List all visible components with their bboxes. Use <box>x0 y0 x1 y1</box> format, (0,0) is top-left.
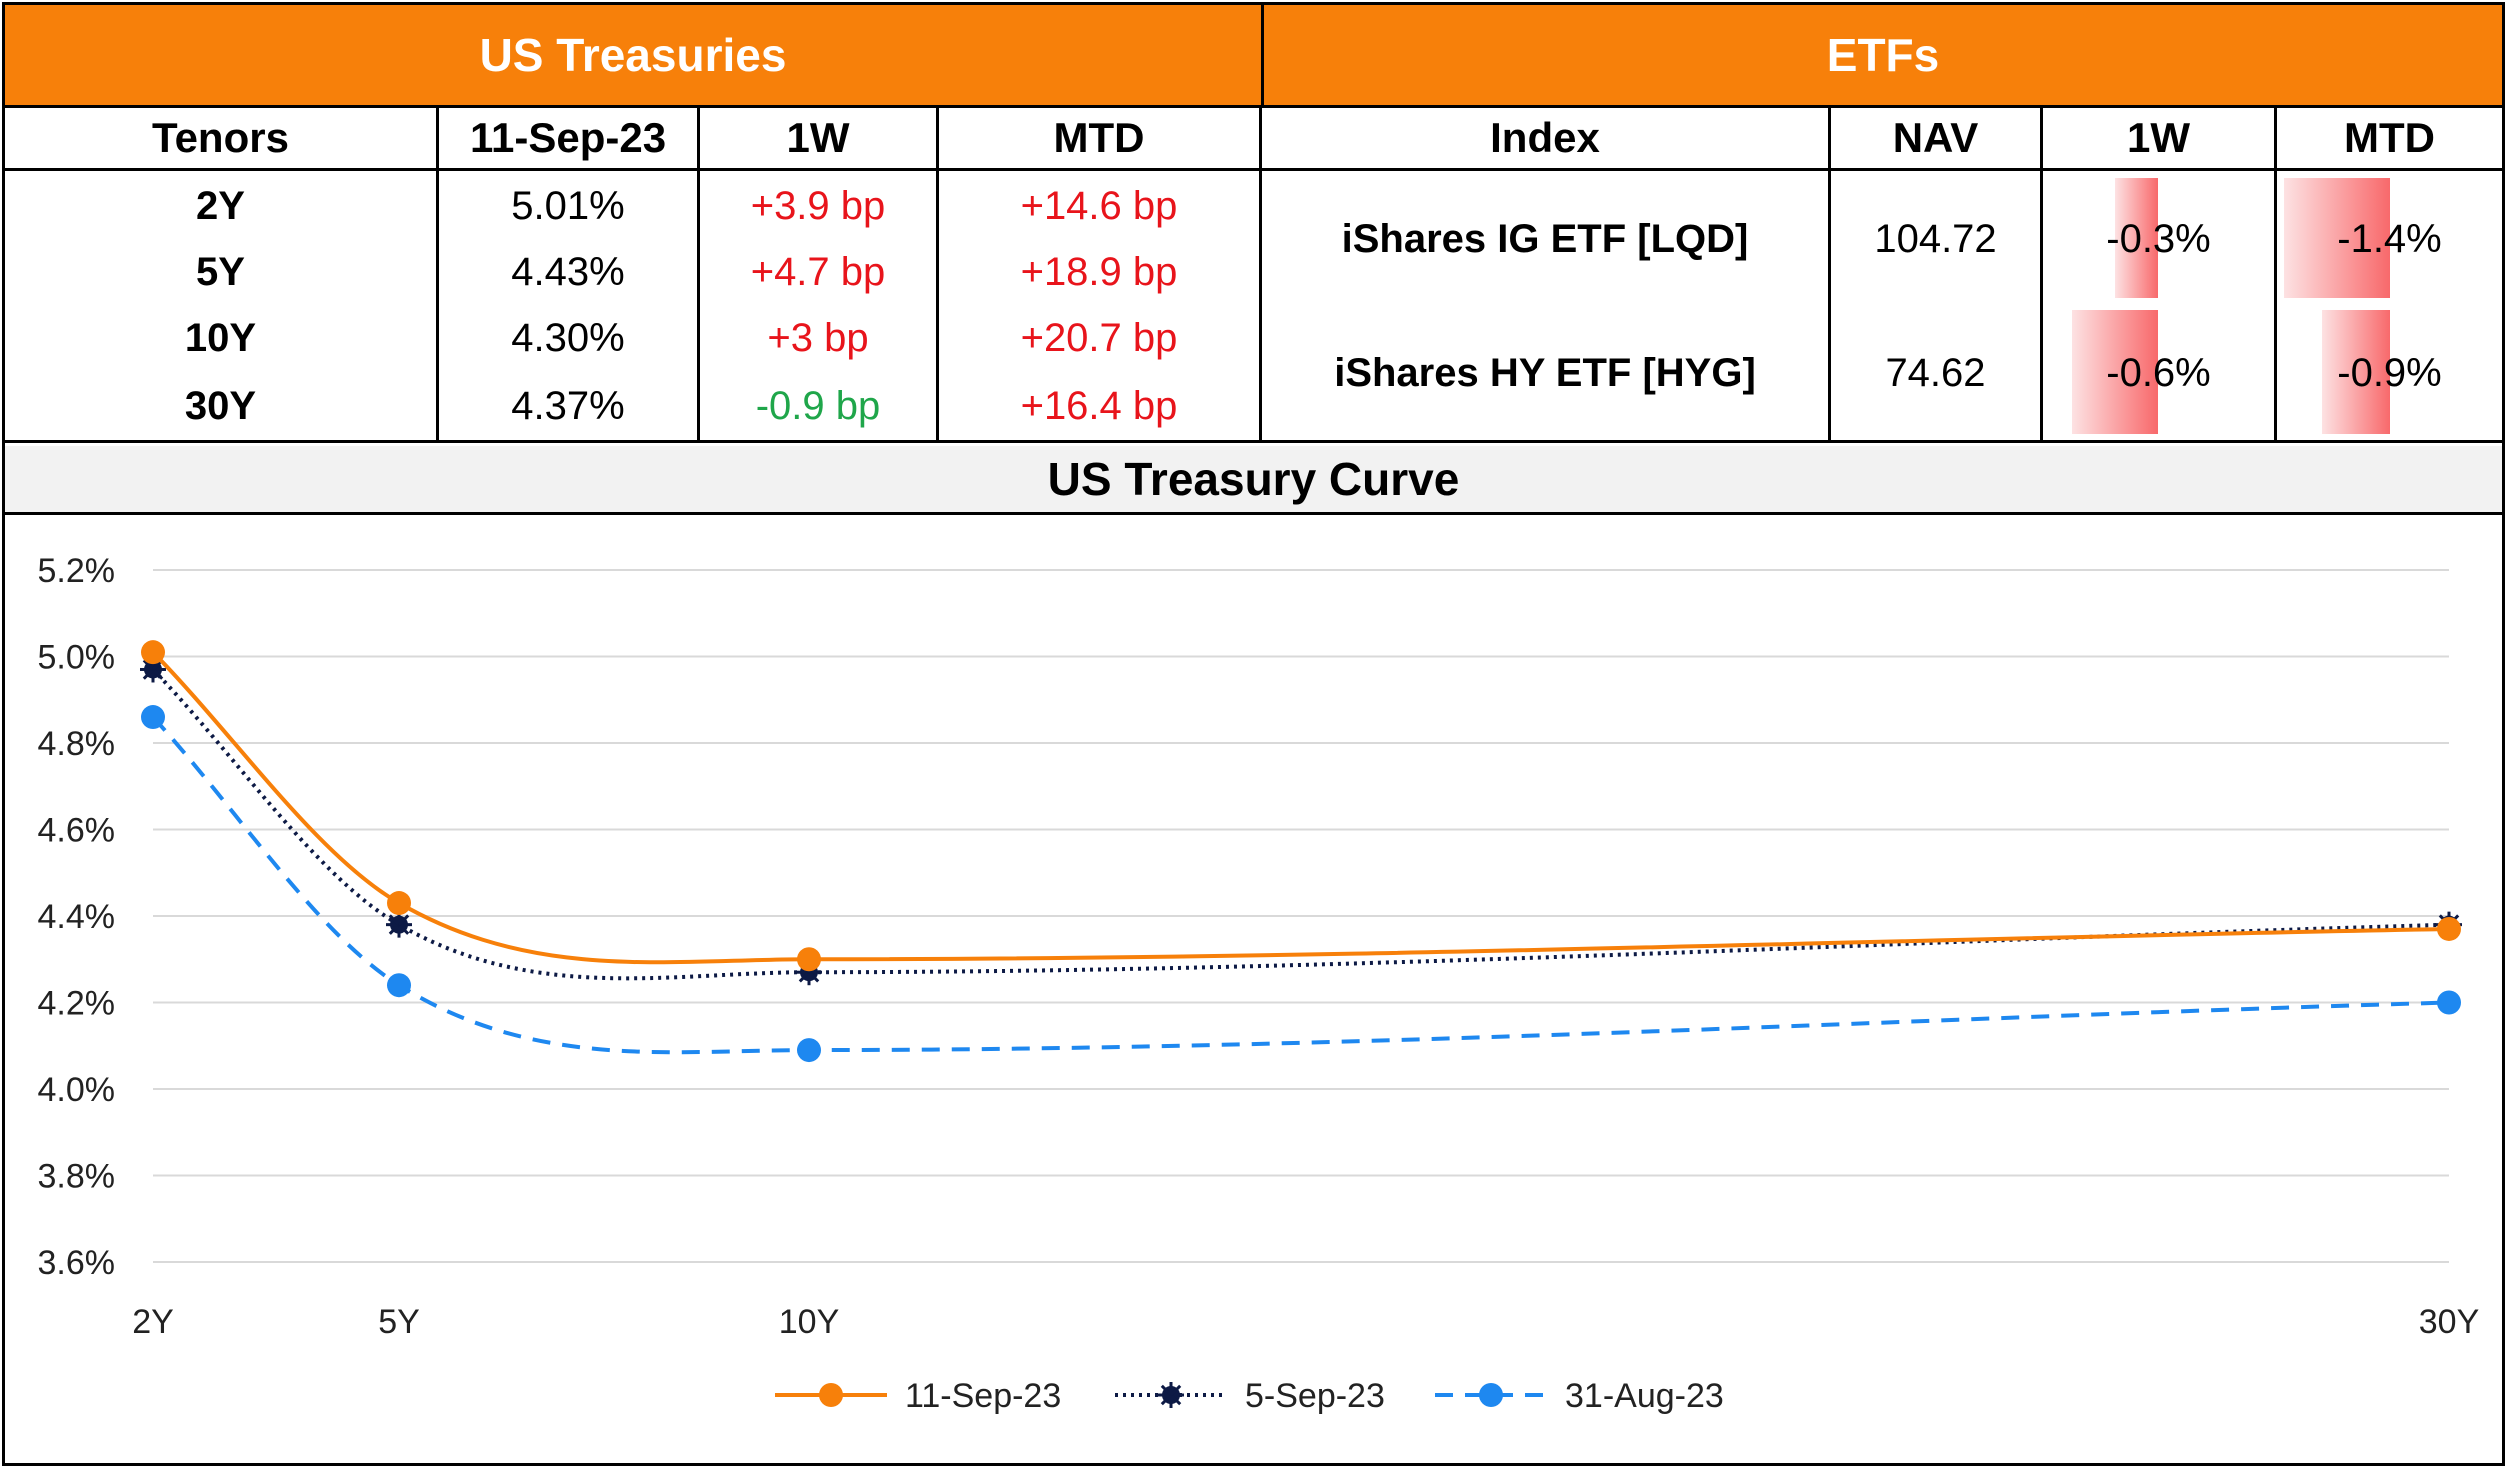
y-tick-label: 4.6% <box>38 812 116 850</box>
table-bottom-rule <box>5 440 2502 443</box>
yield-cell: 4.37% <box>511 383 625 428</box>
y-axis-labels: 3.6% 3.8% 4.0% 4.2% 4.4% 4.6% 4.8% 5.0% 5.2% <box>38 552 116 1282</box>
data-point <box>386 911 412 938</box>
y-tick-label: 4.0% <box>38 1071 116 1109</box>
chart-legend: 11-Sep-23 5-Sep-23 31-Aug-23 <box>775 1377 1724 1415</box>
data-point <box>797 947 821 972</box>
tenor-cell: 2Y <box>196 183 245 228</box>
etf-mtd-databar <box>2284 178 2390 298</box>
mtd-change-cell: +16.4 bp <box>1020 383 1178 428</box>
x-tick-label: 2Y <box>132 1303 174 1341</box>
header-1w: 1W <box>786 114 850 161</box>
data-point <box>387 973 411 998</box>
gridlines <box>153 569 2449 1263</box>
etf-mtd-cell: -1.4% <box>2337 216 2442 261</box>
header-mtd: MTD <box>1053 114 1145 161</box>
w1-change-cell: +3.9 bp <box>750 183 886 228</box>
tenor-cell: 10Y <box>184 315 257 360</box>
data-point <box>140 656 166 683</box>
y-tick-label: 3.6% <box>38 1244 116 1282</box>
data-point <box>2437 916 2461 941</box>
legend-marker <box>1479 1383 1503 1407</box>
etf-1w-databar <box>2115 178 2158 298</box>
col-divider <box>697 105 700 443</box>
etf-name-cell: iShares IG ETF [LQD] <box>1341 216 1749 261</box>
header-etf-1w: 1W <box>2127 114 2190 161</box>
header-tenors: Tenors <box>152 114 289 161</box>
legend-label: 11-Sep-23 <box>905 1377 1061 1415</box>
data-point <box>141 640 165 665</box>
title-divider <box>1261 5 1264 105</box>
etf-1w-databar <box>2072 310 2158 434</box>
header-date: 11-Sep-23 <box>469 114 667 161</box>
header-nav: NAV <box>1892 114 1979 161</box>
etfs-title: ETFs <box>1264 5 2502 105</box>
y-tick-label: 4.4% <box>38 898 116 936</box>
header-top-rule <box>5 105 2502 108</box>
series-line <box>151 668 2450 981</box>
us-treasuries-title: US Treasuries <box>5 5 1261 105</box>
etf-1w-cell: -0.6% <box>2106 350 2211 395</box>
w1-change-cell: +4.7 bp <box>750 249 886 294</box>
y-tick-label: 5.2% <box>38 552 116 590</box>
x-tick-label: 10Y <box>779 1303 840 1341</box>
legend-label: 31-Aug-23 <box>1565 1377 1724 1415</box>
legend-marker <box>819 1383 843 1407</box>
etf-nav-cell: 74.62 <box>1885 350 1986 395</box>
y-tick-label: 5.0% <box>38 639 116 677</box>
header-index: Index <box>1490 114 1600 161</box>
yield-cell: 4.43% <box>511 249 625 294</box>
x-axis-labels: 2Y 5Y 10Y 30Y <box>132 1303 2479 1341</box>
col-divider <box>436 105 439 443</box>
yield-cell: 5.01% <box>511 183 625 228</box>
mtd-change-cell: +20.7 bp <box>1020 315 1178 360</box>
data-point <box>2437 990 2461 1015</box>
chart-title: US Treasury Curve <box>5 446 2502 512</box>
data-point <box>387 891 411 916</box>
data-point <box>797 1038 821 1063</box>
legend-marker <box>1158 1382 1184 1408</box>
mtd-change-cell: +14.6 bp <box>1020 183 1178 228</box>
header-bottom-rule <box>5 168 2502 171</box>
tenor-cell: 30Y <box>184 383 257 428</box>
y-tick-label: 4.8% <box>38 725 116 763</box>
col-divider <box>2274 105 2277 443</box>
data-point <box>141 705 165 730</box>
col-divider <box>1259 105 1262 443</box>
etf-name-cell: iShares HY ETF [HYG] <box>1334 350 1756 395</box>
y-tick-label: 4.2% <box>38 985 116 1023</box>
chart-top-rule <box>5 512 2502 515</box>
header-etf-mtd: MTD <box>2344 114 2435 161</box>
col-divider <box>2040 105 2043 443</box>
treasury-curve-chart: 3.6% 3.8% 4.0% 4.2% 4.4% 4.6% 4.8% 5.0% 5.2% 2Y 5… <box>38 552 2480 1415</box>
y-tick-label: 3.8% <box>38 1158 116 1196</box>
col-divider <box>1828 105 1831 443</box>
x-tick-label: 5Y <box>378 1303 420 1341</box>
w1-change-cell: -0.9 bp <box>755 383 881 428</box>
etf-mtd-databar <box>2321 310 2390 434</box>
series-lines <box>140 640 2462 1063</box>
mtd-change-cell: +18.9 bp <box>1020 249 1178 294</box>
tenor-cell: 5Y <box>196 249 245 294</box>
x-tick-label: 30Y <box>2419 1303 2480 1341</box>
col-divider <box>936 105 939 443</box>
w1-change-cell: +3 bp <box>767 315 869 360</box>
etf-nav-cell: 104.72 <box>1874 216 1997 261</box>
legend-label: 5-Sep-23 <box>1245 1377 1385 1415</box>
etf-1w-cell: -0.3% <box>2106 216 2211 261</box>
etf-mtd-cell: -0.9% <box>2337 350 2442 395</box>
yield-cell: 4.30% <box>511 315 625 360</box>
